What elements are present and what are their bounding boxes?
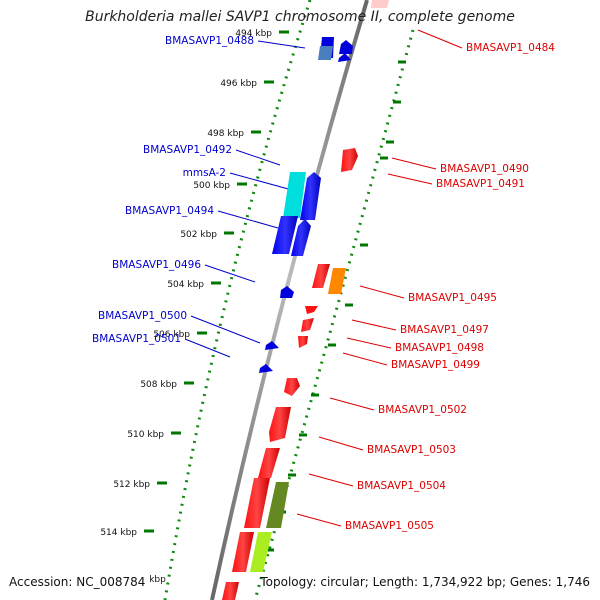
tick-label: 510 kbp bbox=[127, 430, 164, 440]
feature-0497 bbox=[305, 306, 318, 314]
tick-label: 514 kbp bbox=[100, 528, 137, 538]
feature-0484 bbox=[371, 0, 389, 8]
gene-label-right: BMASAVP1_0503 bbox=[367, 444, 456, 456]
gene-label-right: BMASAVP1_0504 bbox=[357, 480, 446, 492]
gene-label-right: BMASAVP1_0497 bbox=[400, 324, 489, 336]
tick-label: 508 kbp bbox=[140, 380, 177, 390]
tick-label: 512 kbp bbox=[113, 480, 150, 490]
gene-label-left: BMASAVP1_0494 bbox=[125, 205, 214, 217]
leader-line bbox=[391, 157, 437, 170]
feature-0499 bbox=[298, 336, 308, 348]
leader-line bbox=[204, 264, 256, 283]
leader-line bbox=[190, 315, 261, 344]
feature-0501 bbox=[259, 364, 273, 373]
gene-labels: BMASAVP1_0488 BMASAVP1_0492 mmsA-2 BMASAVP1… bbox=[92, 35, 555, 532]
accession-value: Accession: NC_008784 bbox=[9, 575, 146, 589]
gene-label-left: BMASAVP1_0488 bbox=[165, 35, 254, 47]
tick-label: 500 kbp bbox=[193, 181, 230, 191]
tick-label: 494 kbp bbox=[235, 29, 272, 39]
feature-0504-b bbox=[266, 482, 289, 528]
feature-mmsA-2 bbox=[300, 172, 321, 220]
gene-label-right: BMASAVP1_0490 bbox=[440, 163, 529, 175]
feature-0492 bbox=[283, 172, 306, 218]
gene-label-right: BMASAVP1_0484 bbox=[466, 42, 555, 54]
gene-label-left: BMASAVP1_0500 bbox=[98, 310, 187, 322]
gene-label-right: BMASAVP1_0502 bbox=[378, 404, 467, 416]
leader-line bbox=[329, 397, 375, 411]
gene-label-right: BMASAVP1_0505 bbox=[345, 520, 434, 532]
leader-lines bbox=[184, 29, 463, 527]
gene-label-left: BMASAVP1_0501 bbox=[92, 333, 181, 345]
leader-line bbox=[359, 285, 405, 299]
leader-line bbox=[308, 473, 354, 487]
gene-label-right: BMASAVP1_0491 bbox=[436, 178, 525, 190]
feature-0505 bbox=[244, 478, 270, 528]
feature-0503 bbox=[269, 407, 291, 442]
chromosome-backbone bbox=[210, 0, 369, 600]
feature-0507 bbox=[222, 582, 239, 600]
tick-label: 504 kbp bbox=[167, 280, 204, 290]
topology-text: Topology: circular; Length: 1,734,922 bp… bbox=[260, 575, 590, 589]
feature-0505-b bbox=[250, 532, 272, 572]
leader-line bbox=[387, 173, 433, 185]
feature-0494 bbox=[272, 216, 298, 254]
gene-label-right: BMASAVP1_0495 bbox=[408, 292, 497, 304]
leader-line bbox=[296, 513, 342, 527]
leader-line bbox=[346, 337, 392, 349]
leader-line bbox=[184, 338, 231, 358]
leader-line bbox=[229, 172, 293, 191]
feature-0504 bbox=[258, 448, 280, 478]
leader-line bbox=[217, 210, 279, 229]
feature-0502 bbox=[284, 378, 300, 396]
leader-line bbox=[318, 436, 364, 451]
leader-line bbox=[257, 40, 306, 49]
feature-0490 bbox=[341, 148, 358, 172]
tick-label: 496 kbp bbox=[220, 79, 257, 89]
gene-label-right: BMASAVP1_0499 bbox=[391, 359, 480, 371]
feature-0500 bbox=[265, 341, 279, 350]
leader-line bbox=[235, 149, 281, 166]
tick-label: 498 kbp bbox=[207, 129, 244, 139]
tick-label: 502 kbp bbox=[180, 230, 217, 240]
tick-label: 506 kbp bbox=[153, 330, 190, 340]
forward-strand-features bbox=[259, 37, 353, 373]
leader-line bbox=[351, 319, 397, 331]
feature-0495 bbox=[312, 264, 330, 288]
feature-0496 bbox=[280, 286, 294, 298]
feature-0488-arrow bbox=[339, 40, 353, 54]
accession-unit: kbp bbox=[149, 575, 166, 585]
feature-0488-b bbox=[318, 46, 333, 60]
feature-0495-b bbox=[328, 268, 346, 294]
kbp-ticks: 494 kbp 496 kbp 498 kbp 500 kbp 502 kbp 504 k… bbox=[100, 29, 406, 552]
leader-line bbox=[342, 352, 388, 366]
gene-label-left: BMASAVP1_0496 bbox=[112, 259, 201, 271]
feature-0506 bbox=[232, 532, 254, 572]
gene-label-left: BMASAVP1_0492 bbox=[143, 144, 232, 156]
map-title: Burkholderia mallei SAVP1 chromosome II,… bbox=[85, 9, 515, 25]
accession-text: Accession: NC_008784 kbp bbox=[9, 575, 166, 589]
leader-line bbox=[417, 29, 463, 49]
feature-0488-arrow-2 bbox=[338, 53, 351, 62]
gene-label-left: mmsA-2 bbox=[183, 167, 226, 179]
reverse-strand-features bbox=[222, 0, 389, 600]
feature-0498 bbox=[301, 318, 314, 332]
gene-label-right: BMASAVP1_0498 bbox=[395, 342, 484, 354]
inner-tick-track bbox=[163, 0, 312, 600]
feature-0494-b bbox=[291, 219, 311, 256]
